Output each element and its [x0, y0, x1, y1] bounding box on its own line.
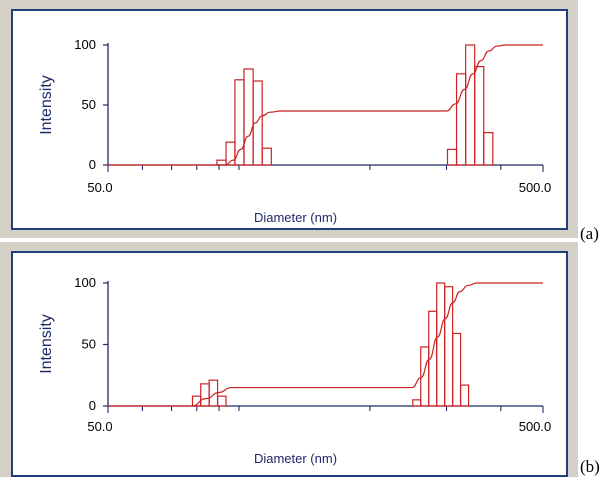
y-tick-label: 0	[89, 157, 96, 172]
histogram-bar	[459, 384, 470, 407]
cumulative-curve	[108, 282, 543, 407]
histogram-bar	[216, 395, 227, 407]
x-tick-label: 500.0	[519, 419, 552, 434]
panel-b-frame: 100 50 0 50.0 500.0 Diameter (nm) Intensity	[0, 242, 578, 477]
histogram-bar	[465, 44, 476, 166]
panel-a-frame: 100 50 0 50.0 500.0 Diameter (nm) Intensity	[0, 0, 578, 238]
y-axis-title: Intensity	[38, 314, 55, 374]
cumulative-curve	[107, 44, 543, 166]
histogram-bar	[261, 147, 272, 166]
y-axis-title: Intensity	[38, 75, 55, 135]
x-tick-label: 50.0	[87, 419, 112, 434]
histogram-bar	[412, 399, 422, 407]
x-tick-label: 50.0	[87, 180, 112, 195]
x-axis-title: Diameter (nm)	[254, 210, 337, 225]
panel-a-label: (a)	[580, 224, 599, 243]
histogram-bar	[436, 282, 446, 407]
x-axis-title: Diameter (nm)	[254, 451, 337, 466]
histogram-bar	[483, 131, 494, 166]
panel-b-chart: 100 50 0 50.0 500.0 Diameter (nm) Intensity	[38, 275, 552, 466]
histogram-bar	[455, 73, 467, 166]
panel-b-label: (b)	[580, 457, 600, 476]
x-tick-label: 500.0	[519, 180, 552, 195]
y-tick-label: 0	[89, 398, 96, 413]
histogram-bar	[216, 159, 227, 166]
panel-b: 100 50 0 50.0 500.0 Diameter (nm) Intensity	[11, 251, 568, 477]
histogram-bar	[200, 383, 210, 407]
histogram-bar	[252, 80, 263, 166]
histogram-bar	[452, 332, 462, 407]
histogram-bar	[446, 148, 458, 166]
panel-a-chart: 100 50 0 50.0 500.0 Diameter (nm) Intensity	[38, 37, 552, 225]
y-tick-label: 100	[74, 275, 96, 290]
y-tick-label: 50	[82, 337, 96, 352]
panel-a: 100 50 0 50.0 500.0 Diameter (nm) Intensity	[11, 9, 568, 230]
histogram-bar	[243, 68, 254, 166]
y-tick-label: 100	[74, 37, 96, 52]
histogram-bar	[234, 79, 245, 166]
histogram-bar	[474, 65, 485, 166]
y-tick-label: 50	[82, 97, 96, 112]
